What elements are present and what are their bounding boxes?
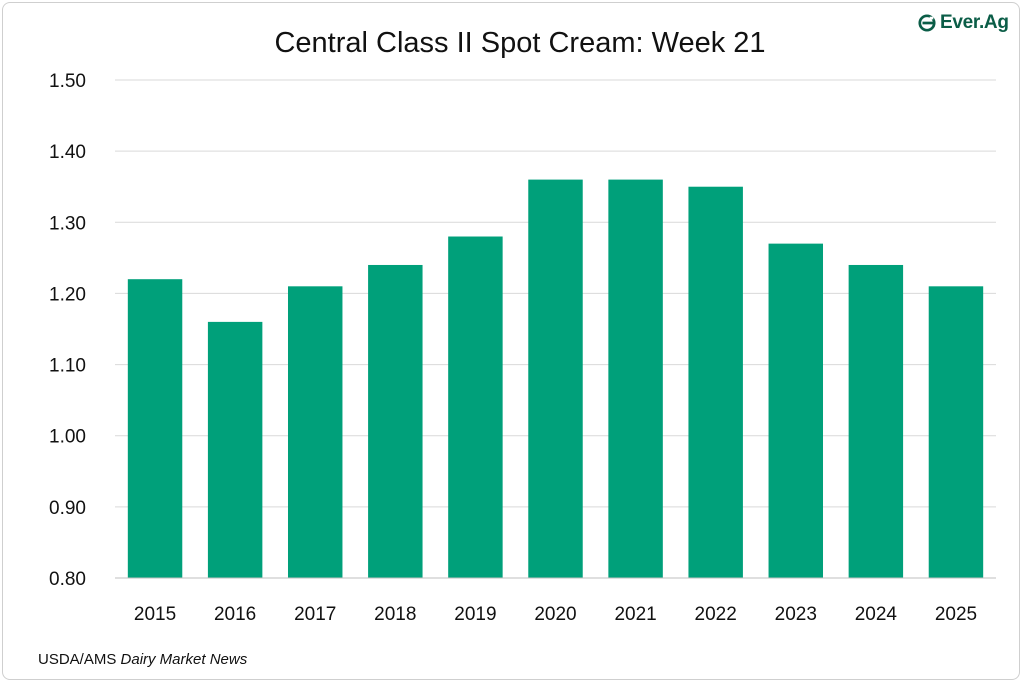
ever-ag-logo-text: Ever.Ag xyxy=(940,12,1009,33)
y-tick-label: 1.20 xyxy=(49,284,86,305)
x-tick-label: 2021 xyxy=(614,604,656,625)
x-tick-label: 2018 xyxy=(374,604,416,625)
bar-2022 xyxy=(688,186,743,578)
source-publication: Dairy Market News xyxy=(120,651,248,668)
ever-ag-logo: Ever.Ag xyxy=(918,12,1009,34)
source-note: USDA/AMS Dairy Market News xyxy=(38,651,247,668)
bar-2018 xyxy=(368,264,423,578)
bar-2017 xyxy=(287,286,343,578)
y-tick-label: 1.40 xyxy=(49,142,86,163)
bar-2025 xyxy=(928,286,984,578)
bar-2024 xyxy=(848,264,904,578)
chart-title: Central Class II Spot Cream: Week 21 xyxy=(274,27,765,59)
x-tick-label: 2019 xyxy=(454,604,496,625)
bars xyxy=(127,179,984,578)
x-tick-label: 2020 xyxy=(534,604,576,625)
y-tick-label: 0.80 xyxy=(49,569,86,590)
y-tick-label: 1.30 xyxy=(49,213,86,234)
y-tick-label: 0.90 xyxy=(49,498,86,519)
x-tick-label: 2022 xyxy=(695,604,737,625)
x-tick-label: 2015 xyxy=(134,604,176,625)
bar-2016 xyxy=(207,321,263,578)
bar-2021 xyxy=(608,179,663,578)
y-tick-label: 1.50 xyxy=(49,71,86,92)
y-tick-label: 1.00 xyxy=(49,427,86,448)
y-tick-label: 1.10 xyxy=(49,356,86,377)
x-tick-label: 2017 xyxy=(294,604,336,625)
y-axis-tick-labels: 0.80 0.90 1.00 1.10 1.20 1.30 1.40 1.50 xyxy=(49,71,86,590)
bar-2020 xyxy=(528,179,583,578)
x-tick-label: 2024 xyxy=(855,604,898,625)
bar-2015 xyxy=(127,279,183,578)
x-axis-tick-labels: 2015 2016 2017 2018 2019 2020 2021 2022 2023 2024… xyxy=(134,604,977,625)
ever-ag-logo-icon xyxy=(918,14,936,32)
bar-2023 xyxy=(768,243,824,578)
bar-2019 xyxy=(448,236,503,578)
x-tick-label: 2016 xyxy=(214,604,256,625)
x-tick-label: 2023 xyxy=(775,604,817,625)
source-prefix: USDA/AMS xyxy=(38,651,121,668)
x-tick-label: 2025 xyxy=(935,604,977,625)
